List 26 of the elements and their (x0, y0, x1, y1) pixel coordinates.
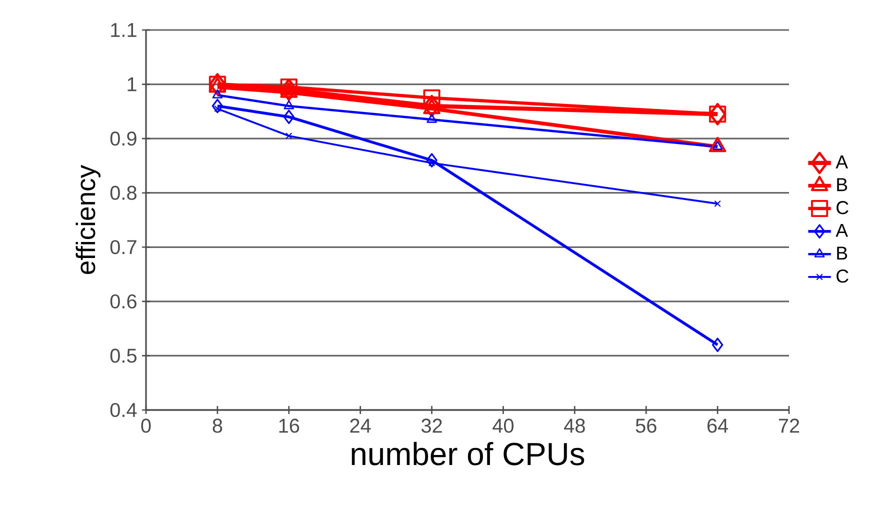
x-tick-label: 72 (778, 418, 800, 433)
y-tick-label: 1.1 (111, 23, 136, 37)
x-tick-label: 48 (564, 418, 585, 433)
x-axis-title: number of CPUs (352, 442, 584, 466)
legend-label: B (837, 178, 848, 192)
x-tick-label: 16 (279, 418, 300, 433)
x-tick-label: 32 (421, 418, 442, 433)
y-tick-label: 0.4 (110, 402, 137, 418)
legend-label: A (836, 224, 848, 237)
legend-label: A (836, 156, 848, 168)
y-tick-label: 0.6 (110, 294, 136, 308)
y-axis-title: efficiency (76, 164, 101, 274)
x-tick-label: 40 (492, 418, 514, 433)
y-tick-label: 0.7 (110, 240, 136, 254)
legend-label: B (837, 246, 848, 260)
x-tick-label: 64 (708, 418, 728, 433)
x-tick-label: 56 (636, 418, 656, 433)
x-tick-label: 24 (350, 418, 371, 433)
y-tick-label: 1 (128, 77, 136, 92)
y-tick-label: 0.9 (110, 132, 136, 146)
legend-label: C (836, 201, 848, 214)
y-tick-label: 0.8 (110, 186, 136, 200)
x-tick-label: 0 (141, 418, 151, 433)
x-tick-label: 8 (212, 418, 222, 433)
legend-label: C (836, 269, 848, 283)
y-tick-label: 0.5 (110, 348, 136, 363)
